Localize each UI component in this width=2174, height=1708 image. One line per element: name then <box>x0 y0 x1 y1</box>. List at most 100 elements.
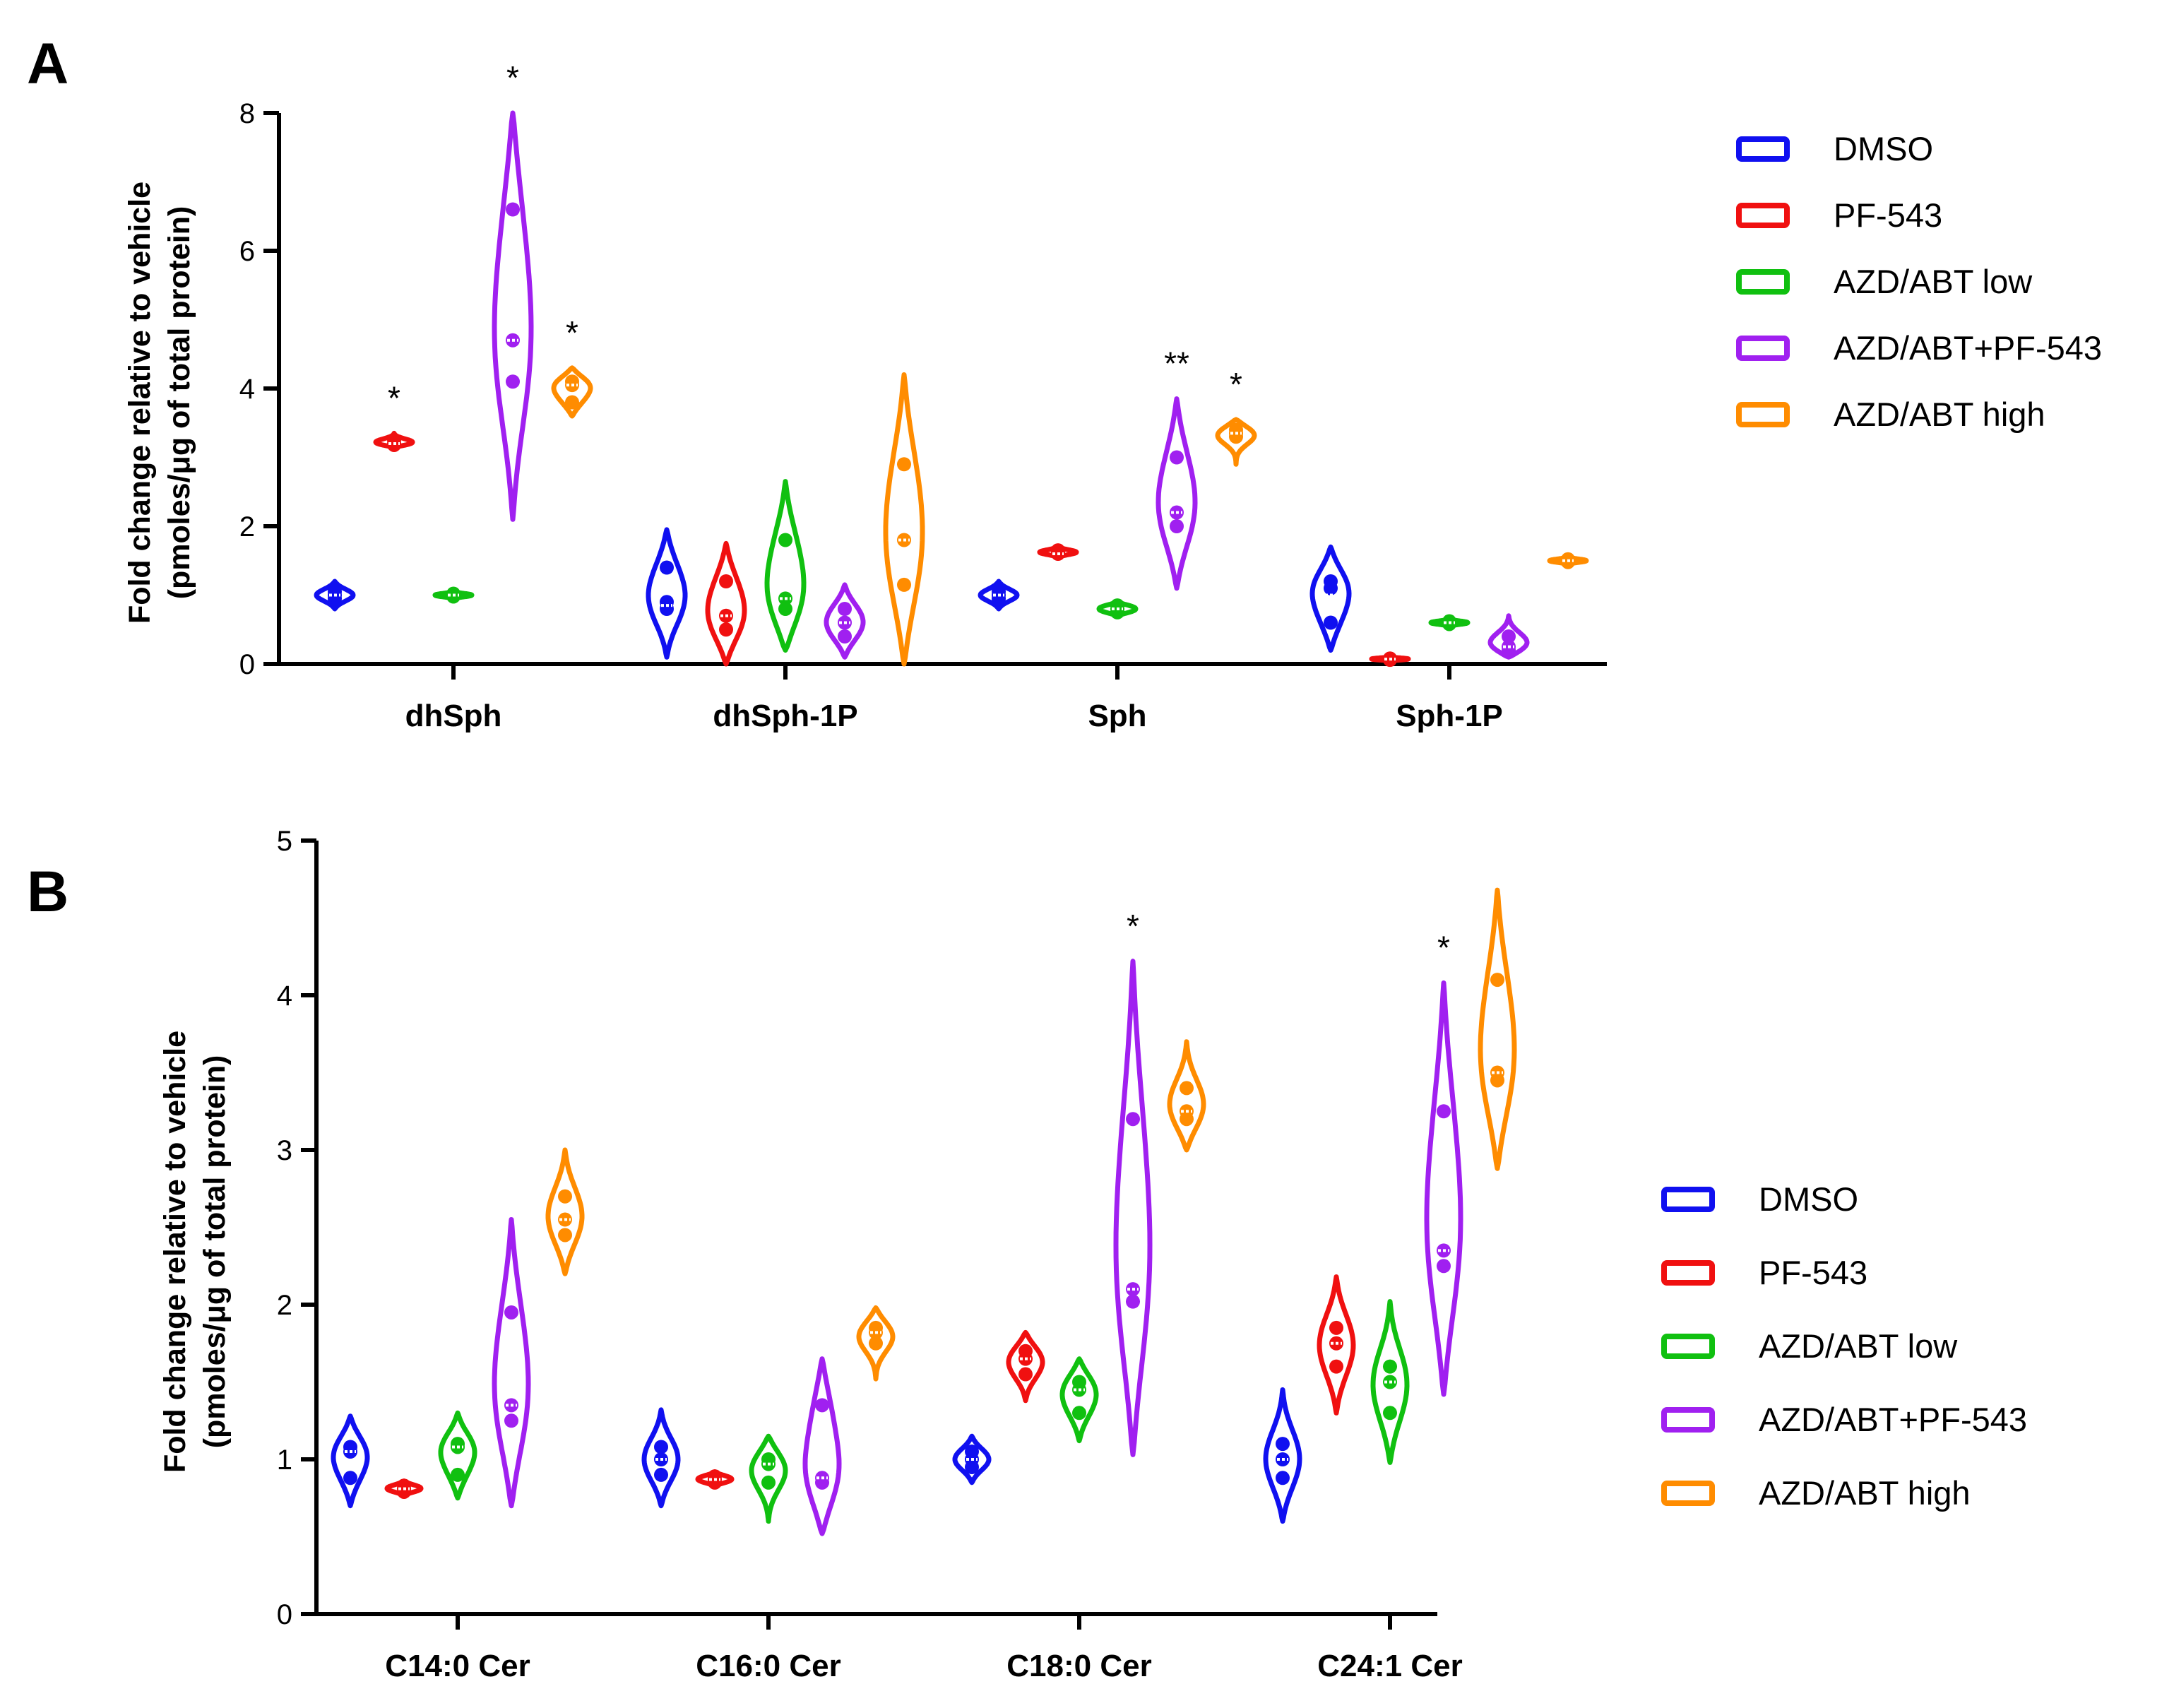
legend-b-item: DMSO <box>1661 1180 1858 1218</box>
data-point <box>1170 450 1184 465</box>
data-point <box>761 1475 776 1490</box>
violin-shape <box>1059 1356 1099 1444</box>
y-tick-label: 1 <box>277 1445 292 1476</box>
data-point <box>1170 519 1184 533</box>
violin-shape <box>1167 1039 1206 1153</box>
y-tick-label: 0 <box>239 649 255 680</box>
violin-shape <box>1424 980 1463 1397</box>
x-tick-label: dhSph <box>405 699 502 733</box>
panel-a-label: A <box>27 32 69 96</box>
panel-b: B Fold change relative to vehicle (pmole… <box>27 826 1517 1683</box>
legend-b-swatch-dmso <box>1661 1187 1715 1212</box>
data-point <box>1229 422 1243 437</box>
legend-b: DMSO PF-543 AZD/ABT low AZD/ABT+PF-543 A… <box>1661 1180 2027 1512</box>
data-point <box>660 595 674 610</box>
data-point <box>506 202 520 217</box>
legend-b-swatch-pf543 <box>1661 1260 1715 1286</box>
data-point <box>719 574 733 588</box>
data-point <box>565 395 579 410</box>
legend-a: DMSO PF-543 AZD/ABT low AZD/ABT+PF-543 A… <box>1736 130 2102 433</box>
data-point <box>504 1413 518 1428</box>
data-point <box>838 602 852 616</box>
data-point <box>558 1189 572 1204</box>
data-point <box>1126 1112 1140 1127</box>
violin-shape <box>438 1410 477 1501</box>
data-point <box>654 1467 668 1482</box>
x-tick-label: Sph-1P <box>1396 699 1503 733</box>
violin-shape <box>802 1356 842 1536</box>
data-point <box>778 533 792 547</box>
legend-a-label-pf543: PF-543 <box>1834 196 1942 234</box>
data-point <box>838 629 852 644</box>
violin-shape <box>1156 396 1198 591</box>
violin-shape <box>492 1217 531 1509</box>
data-point <box>1329 1359 1343 1374</box>
legend-b-swatch-azd-high <box>1661 1481 1715 1506</box>
data-point <box>719 622 733 637</box>
panel-a-ylabel-line1: Fold change relative to vehicle <box>123 182 157 624</box>
x-tick-label: C14:0 Cer <box>385 1649 530 1683</box>
violin-shape <box>1006 1329 1045 1404</box>
data-point <box>1072 1375 1086 1389</box>
legend-b-label-azd-low: AZD/ABT low <box>1759 1327 1958 1365</box>
violin-shape <box>331 1413 370 1509</box>
y-tick-label: 6 <box>239 236 255 267</box>
legend-b-label-azd-pf543: AZD/ABT+PF-543 <box>1759 1401 2027 1438</box>
x-tick-label: C18:0 Cer <box>1006 1649 1151 1683</box>
data-point <box>778 602 792 616</box>
data-point <box>1276 1471 1290 1485</box>
legend-a-item: AZD/ABT low <box>1736 263 2033 300</box>
data-point <box>1437 1259 1451 1274</box>
data-point <box>387 433 401 448</box>
data-point <box>558 1228 572 1243</box>
y-tick-label: 4 <box>277 980 292 1012</box>
x-tick-label: Sph <box>1088 699 1146 733</box>
data-point <box>1383 1406 1397 1421</box>
data-point <box>708 1469 722 1484</box>
data-point <box>1051 543 1065 558</box>
legend-a-swatch-dmso <box>1736 136 1790 162</box>
x-tick-label: C24:1 Cer <box>1317 1649 1462 1683</box>
data-point <box>660 560 674 575</box>
violin-shape <box>883 372 925 667</box>
significance-mark: * <box>1127 908 1139 944</box>
data-point <box>1324 574 1338 588</box>
violin-shape <box>1113 959 1153 1457</box>
data-point <box>869 1336 883 1351</box>
legend-b-label-dmso: DMSO <box>1759 1180 1858 1218</box>
legend-b-swatch-azd-pf543 <box>1661 1407 1715 1433</box>
legend-b-swatch-azd-low <box>1661 1334 1715 1359</box>
data-point <box>1180 1081 1194 1096</box>
data-point <box>897 577 911 592</box>
legend-a-item: AZD/ABT high <box>1736 396 2045 433</box>
violin-shape <box>1309 544 1352 653</box>
violin-shape <box>1478 887 1517 1171</box>
x-tick-label: dhSph-1P <box>713 699 857 733</box>
legend-b-item: AZD/ABT low <box>1661 1327 1958 1365</box>
data-point <box>1324 615 1338 630</box>
significance-mark: * <box>1230 366 1242 403</box>
legend-a-swatch-azd-pf543 <box>1736 336 1790 361</box>
significance-mark: ** <box>1164 345 1189 382</box>
panel-b-ylabel-line2: (pmoles/μg of total protein) <box>198 1055 232 1449</box>
data-point <box>1437 1104 1451 1119</box>
legend-a-label-dmso: DMSO <box>1834 130 1933 167</box>
panel-b-plot: 0 1 2 3 4 5 C14:0 Cer C16:0 Cer C18:0 Cer C24:1 C… <box>277 826 1517 1683</box>
violin-shape <box>545 1147 585 1276</box>
legend-a-swatch-azd-low <box>1736 269 1790 295</box>
legend-b-item: AZD/ABT high <box>1661 1474 1971 1512</box>
legend-a-item: PF-543 <box>1736 196 1942 234</box>
data-point <box>1072 1406 1086 1421</box>
legend-a-label-azd-high: AZD/ABT high <box>1834 396 2045 433</box>
significance-mark: * <box>1437 929 1450 966</box>
data-point <box>397 1478 411 1493</box>
panel-b-ylabel-line1: Fold change relative to vehicle <box>158 1031 192 1473</box>
legend-b-label-pf543: PF-543 <box>1759 1254 1867 1291</box>
data-point <box>654 1440 668 1454</box>
data-point <box>504 1305 518 1319</box>
legend-a-item: DMSO <box>1736 130 1933 167</box>
significance-mark: * <box>506 59 519 96</box>
data-point <box>565 374 579 389</box>
